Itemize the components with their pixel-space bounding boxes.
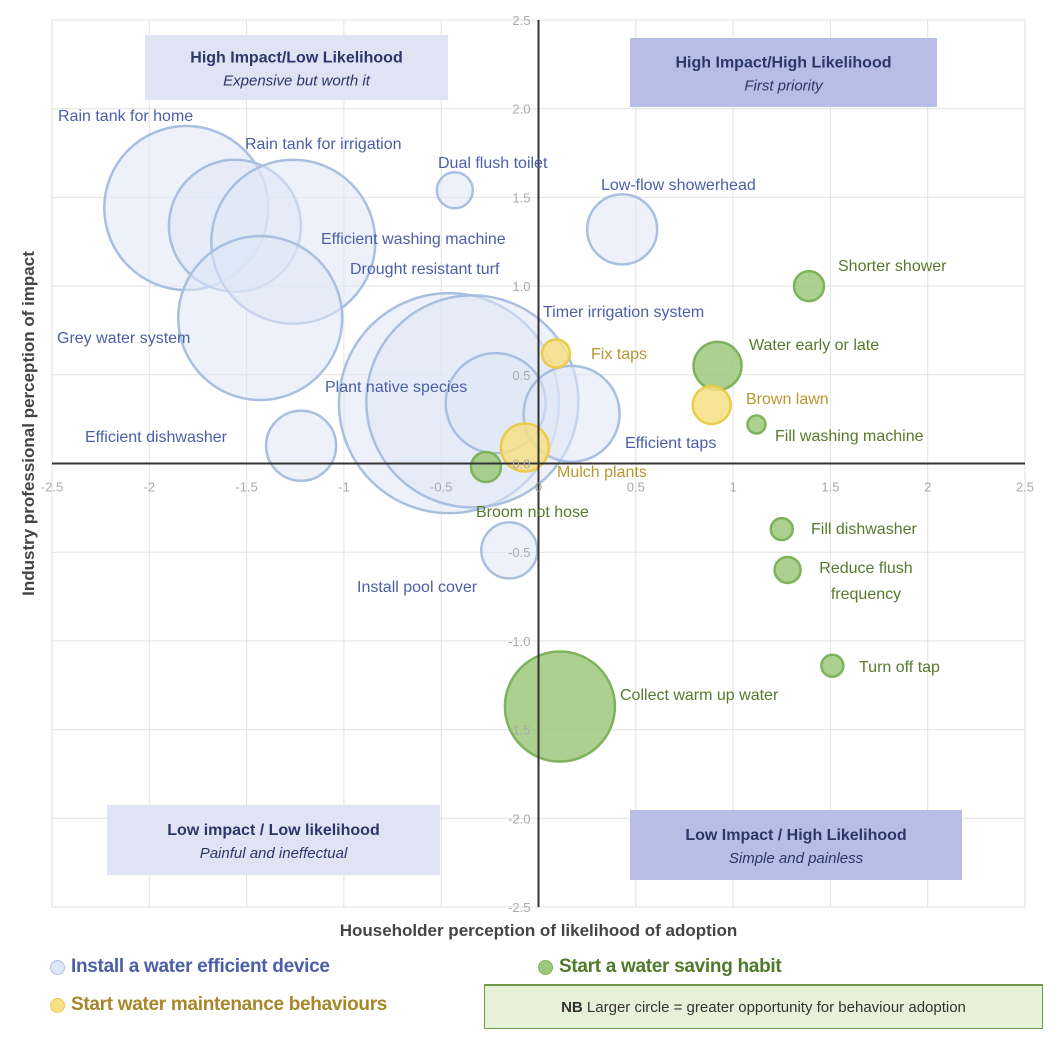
quadrant-box [145, 35, 448, 100]
x-axis-title: Householder perception of likelihood of … [340, 921, 738, 940]
bubble-install-pool-cover [480, 521, 539, 580]
point-label: Install pool cover [357, 579, 478, 596]
legend-marker-habit [538, 959, 553, 975]
y-tick-label: 2.5 [512, 13, 530, 28]
y-tick-label: -2.5 [508, 900, 530, 915]
quadrant-title: High Impact/High Likelihood [676, 55, 892, 72]
x-tick-label: -1 [338, 480, 350, 495]
y-axis-title: Industry professional perception of impa… [19, 251, 38, 596]
x-tick-label: 2.5 [1016, 480, 1034, 495]
point-label: Collect warm up water [620, 687, 779, 704]
quadrant-title: Low impact / Low likelihood [167, 822, 379, 839]
bubble-reduce-flush-frequency [773, 555, 802, 585]
point-label: Fix taps [591, 346, 647, 363]
y-tick-label: -2.0 [508, 811, 530, 826]
y-tick-label: -1.5 [508, 723, 530, 738]
point-label: Plant native species [325, 379, 467, 396]
y-tick-label: 1.0 [512, 279, 530, 294]
y-tick-label: 0.5 [512, 368, 530, 383]
bubble-low-flow-showerhead [585, 193, 659, 266]
bubble-dual-flush-toilet [435, 171, 475, 210]
bubble-efficient-dishwasher [264, 409, 338, 483]
bubble-shorter-shower [792, 269, 826, 303]
quadrant-subtitle: First priority [744, 78, 824, 95]
bubble-grey-water-system [176, 234, 344, 402]
x-tick-label: 0.5 [627, 480, 645, 495]
y-tick-label: -1.0 [508, 634, 530, 649]
legend-item-maintenance: Start water maintenance behaviours [50, 994, 387, 1016]
point-label: Reduce flush [819, 560, 912, 577]
point-label: Fill washing machine [775, 428, 924, 445]
x-tick-label: -2 [144, 480, 156, 495]
point-label: Broom not hose [476, 504, 589, 521]
bubble-brown-lawn [691, 384, 732, 426]
x-tick-label: 1.5 [821, 480, 839, 495]
bubble-fill-dishwasher [769, 516, 794, 542]
x-tick-label: 2 [924, 480, 931, 495]
point-label: Low-flow showerhead [601, 177, 756, 194]
point-label: Water early or late [749, 337, 879, 354]
point-label: Fill dishwasher [811, 521, 917, 538]
legend-label-habit: Start a water saving habit [559, 956, 782, 977]
bubble-fix-taps [540, 338, 572, 369]
legend-item-habit: Start a water saving habit [538, 956, 782, 978]
point-label: Rain tank for home [58, 108, 193, 125]
legend-label-maintenance: Start water maintenance behaviours [71, 994, 388, 1015]
x-tick-label: -2.5 [41, 480, 63, 495]
legend-label-device: Install a water efficient device [71, 956, 330, 977]
bubble-turn-off-tap [820, 653, 845, 678]
y-tick-label: 2.0 [512, 102, 530, 117]
y-tick-label: 1.5 [512, 190, 530, 205]
point-label: frequency [831, 586, 901, 603]
bubble-mulch-plants [499, 422, 551, 473]
note-text: Larger circle = greater opportunity for … [586, 998, 966, 1016]
note-bold: NB [561, 998, 583, 1016]
point-label: Efficient taps [625, 435, 716, 452]
point-label: Efficient dishwasher [85, 429, 228, 446]
bubble-fill-washing-machine [746, 414, 767, 435]
y-tick-label: -0.5 [508, 545, 530, 560]
point-label: Grey water system [57, 330, 190, 347]
x-tick-label: -0.5 [430, 480, 452, 495]
x-tick-label: 1 [729, 480, 736, 495]
point-label: Timer irrigation system [543, 304, 704, 321]
point-label: Brown lawn [746, 391, 829, 408]
x-tick-label: -1.5 [235, 480, 257, 495]
quadrant-box [630, 810, 962, 880]
quadrant-subtitle: Simple and painless [729, 850, 864, 867]
point-label: Mulch plants [557, 464, 647, 481]
bubble-broom-not-hose [469, 450, 503, 484]
quadrant-subtitle: Expensive but worth it [223, 73, 371, 90]
point-label: Turn off tap [859, 659, 940, 676]
bubble-water-early-or-late [692, 340, 743, 392]
quadrant-box [107, 805, 440, 875]
quadrant-title: High Impact/Low Likelihood [190, 50, 402, 67]
quadrant-box [630, 38, 937, 107]
bubble-collect-warm-up-water [503, 650, 617, 763]
point-label: Drought resistant turf [350, 261, 500, 278]
point-label: Dual flush toilet [438, 155, 548, 172]
x-tick-label: 0 [535, 480, 542, 495]
point-label: Efficient washing machine [321, 231, 506, 248]
legend-item-device: Install a water efficient device [50, 956, 330, 978]
quadrant-title: Low Impact / High Likelihood [685, 827, 906, 844]
point-label: Shorter shower [838, 258, 947, 275]
legend-marker-maintenance [50, 997, 65, 1013]
quadrant-subtitle: Painful and ineffectual [200, 845, 348, 862]
note-box: NB Larger circle = greater opportunity f… [484, 984, 1043, 1029]
point-label: Rain tank for irrigation [245, 136, 402, 153]
y-tick-label: 0.0 [512, 457, 530, 472]
legend-marker-device [50, 959, 65, 975]
